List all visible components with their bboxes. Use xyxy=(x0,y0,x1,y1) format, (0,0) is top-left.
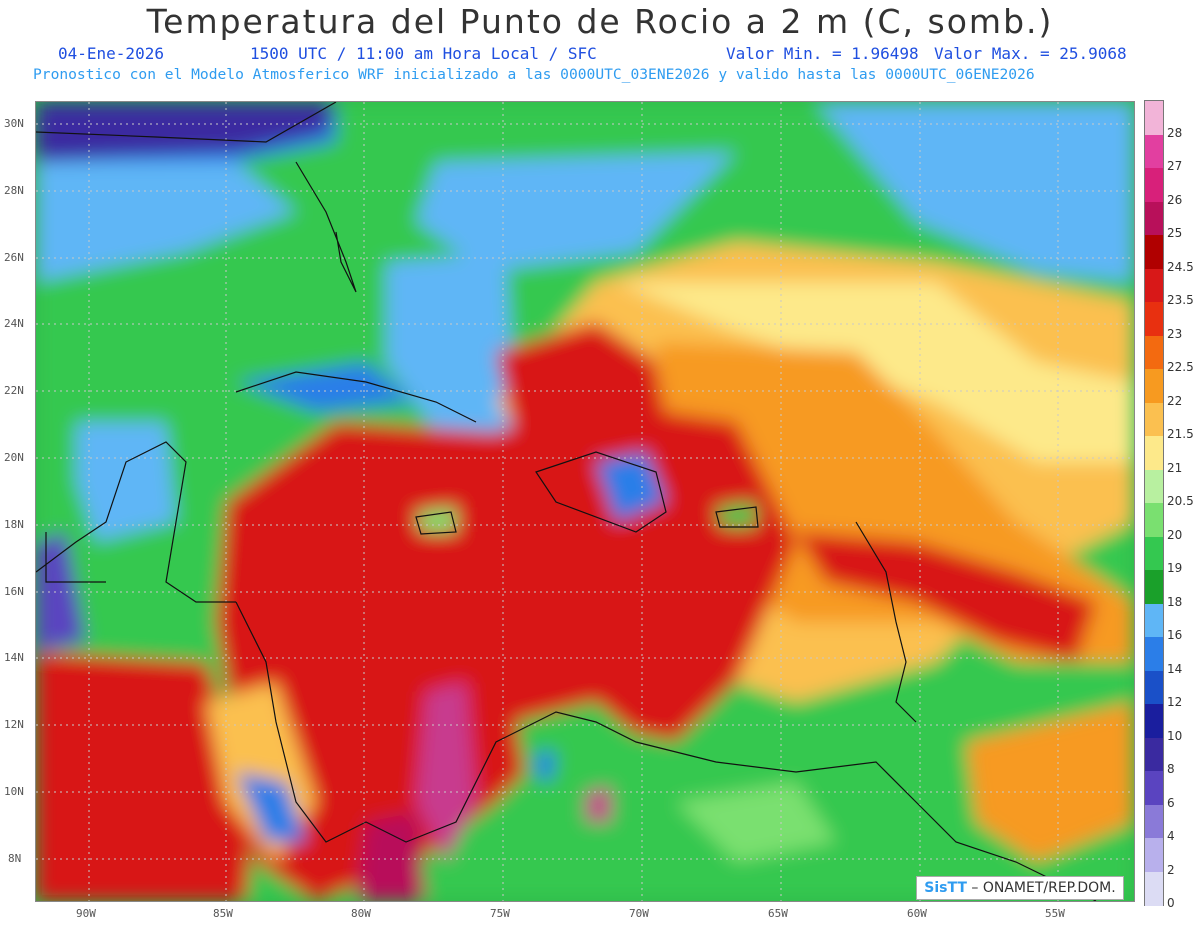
color-scale-segment xyxy=(1145,235,1163,269)
color-scale-label: 22 xyxy=(1167,393,1183,408)
color-scale-label: 24.5 xyxy=(1167,259,1194,274)
credit-box: SisTT – ONAMET/REP.DOM. xyxy=(916,876,1124,900)
color-scale-label: 27 xyxy=(1167,159,1183,173)
lat-label: 28N xyxy=(4,184,24,197)
lat-label: 18N xyxy=(4,518,24,531)
color-scale-segment xyxy=(1145,603,1163,638)
color-scale-label: 18 xyxy=(1167,594,1183,609)
lat-label: 14N xyxy=(4,651,24,664)
color-scale-label: 6 xyxy=(1167,795,1175,810)
dewpoint-map xyxy=(35,101,1135,902)
color-scale-segment xyxy=(1145,704,1163,738)
lon-label: 70W xyxy=(629,907,649,920)
lat-label: 20N xyxy=(4,451,24,464)
color-scale-segment xyxy=(1145,369,1163,403)
color-scale-label: 28 xyxy=(1167,125,1183,140)
max-value: Valor Max. = 25.9068 xyxy=(934,44,1127,63)
color-scale-segment xyxy=(1145,268,1163,303)
color-scale-segment xyxy=(1145,469,1163,504)
color-scale-segment xyxy=(1145,670,1163,705)
min-value: Valor Min. = 1.96498 xyxy=(726,44,919,63)
color-scale-label: 12 xyxy=(1167,695,1183,709)
color-scale-segment xyxy=(1145,838,1163,872)
color-scale-label: 0 xyxy=(1167,896,1175,910)
color-scale-label: 23.5 xyxy=(1167,293,1194,307)
color-scale-label: 25 xyxy=(1167,226,1183,240)
lat-label: 30N xyxy=(4,117,24,130)
lat-label: 10N xyxy=(4,785,24,798)
color-scale-bar xyxy=(1144,100,1164,906)
dewpoint-field xyxy=(36,102,1134,901)
forecast-date: 04-Ene-2026 xyxy=(58,44,164,63)
color-scale-label: 22.5 xyxy=(1167,360,1194,374)
color-scale-label: 14 xyxy=(1167,661,1183,676)
color-scale-segment xyxy=(1145,637,1163,671)
color-scale-segment xyxy=(1145,134,1163,169)
color-scale-label: 4 xyxy=(1167,829,1175,843)
color-scale-segment xyxy=(1145,302,1163,336)
lat-label: 12N xyxy=(4,718,24,731)
lat-label: 8N xyxy=(8,852,22,865)
color-scale-segment xyxy=(1145,871,1163,906)
credit-text: – ONAMET/REP.DOM. xyxy=(971,880,1116,896)
lat-label: 22N xyxy=(4,384,24,397)
lon-label: 90W xyxy=(76,907,96,920)
color-scale-label: 10 xyxy=(1167,728,1183,743)
color-scale-label: 2 xyxy=(1167,862,1175,877)
lat-label: 26N xyxy=(4,251,24,264)
lon-label: 65W xyxy=(768,907,788,920)
lon-label: 80W xyxy=(351,907,371,920)
color-scale-label: 8 xyxy=(1167,762,1175,776)
sistt-logo: SisTT xyxy=(924,880,967,896)
color-scale-segment xyxy=(1145,101,1163,135)
color-scale-segment xyxy=(1145,201,1163,236)
color-scale-label: 21 xyxy=(1167,460,1183,475)
color-scale-label: 23 xyxy=(1167,326,1183,341)
lon-label: 75W xyxy=(490,907,510,920)
color-scale-segment xyxy=(1145,335,1163,370)
color-scale-segment xyxy=(1145,536,1163,571)
color-scale-segment xyxy=(1145,570,1163,604)
forecast-time: 1500 UTC / 11:00 am Hora Local / SFC xyxy=(250,44,597,63)
color-scale-label: 20 xyxy=(1167,527,1183,542)
color-scale-label: 19 xyxy=(1167,561,1183,575)
lon-label: 85W xyxy=(213,907,233,920)
color-scale-segment xyxy=(1145,402,1163,437)
color-scale-segment xyxy=(1145,436,1163,470)
color-scale-segment xyxy=(1145,168,1163,202)
lon-label: 60W xyxy=(907,907,927,920)
map-title: Temperatura del Punto de Rocio a 2 m (C,… xyxy=(146,2,1054,41)
color-scale-label: 20.5 xyxy=(1167,494,1194,508)
color-scale-segment xyxy=(1145,737,1163,772)
lat-label: 24N xyxy=(4,317,24,330)
color-scale-label: 16 xyxy=(1167,628,1183,642)
color-scale-label: 21.5 xyxy=(1167,427,1194,441)
color-scale-segment xyxy=(1145,503,1163,537)
color-scale-segment xyxy=(1145,771,1163,805)
color-scale-segment xyxy=(1145,804,1163,839)
model-description: Pronostico con el Modelo Atmosferico WRF… xyxy=(33,66,1035,83)
lat-label: 16N xyxy=(4,585,24,598)
lon-label: 55W xyxy=(1045,907,1065,920)
color-scale-label: 26 xyxy=(1167,192,1183,207)
